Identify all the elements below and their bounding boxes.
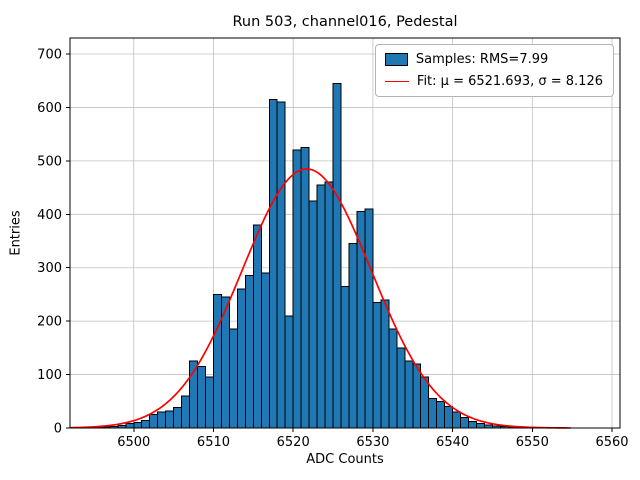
y-tick-label: 0 bbox=[54, 422, 62, 437]
histogram-bar bbox=[292, 149, 302, 429]
histogram-bar bbox=[252, 224, 262, 429]
legend-entry-fit: Fit: μ = 6521.693, σ = 8.126 bbox=[384, 74, 603, 89]
x-tick-label: 6510 bbox=[197, 435, 230, 450]
histogram-bar bbox=[276, 101, 286, 429]
histogram-bar bbox=[396, 347, 406, 429]
histogram-bar bbox=[228, 328, 238, 429]
y-tick-label: 500 bbox=[37, 154, 62, 169]
histogram-bar bbox=[348, 243, 358, 429]
y-tick-label: 100 bbox=[37, 368, 62, 383]
histogram-bar bbox=[141, 420, 151, 429]
histogram-bar bbox=[332, 82, 342, 429]
histogram-bar bbox=[181, 395, 191, 429]
histogram-bar bbox=[165, 410, 175, 429]
legend-samples-label: Samples: RMS=7.99 bbox=[415, 52, 549, 67]
legend: Samples: RMS=7.99 Fit: μ = 6521.693, σ =… bbox=[374, 44, 614, 97]
x-tick-label: 6530 bbox=[356, 435, 389, 450]
x-tick-label: 6500 bbox=[117, 435, 150, 450]
histogram-bar bbox=[157, 411, 167, 429]
histogram-bar bbox=[197, 366, 207, 429]
x-tick-label: 6540 bbox=[436, 435, 469, 450]
y-tick-label: 600 bbox=[37, 101, 62, 116]
histogram-bar bbox=[372, 301, 382, 429]
histogram-bar bbox=[212, 293, 222, 429]
histogram-bar bbox=[284, 315, 294, 429]
chart-title: Run 503, channel016, Pedestal bbox=[232, 14, 458, 30]
x-tick-label: 6560 bbox=[595, 435, 628, 450]
histogram-bar bbox=[268, 98, 278, 429]
histogram-bar bbox=[244, 275, 254, 429]
histogram-bar bbox=[324, 181, 334, 429]
histogram-bar bbox=[388, 328, 398, 429]
y-tick-label: 400 bbox=[37, 208, 62, 223]
histogram-bar bbox=[476, 423, 485, 429]
histogram-bar bbox=[412, 363, 422, 429]
histogram-bar bbox=[404, 360, 414, 429]
y-tick-label: 300 bbox=[37, 261, 62, 276]
histogram-bar bbox=[300, 147, 310, 429]
histogram-bar bbox=[149, 414, 159, 429]
x-tick-label: 6550 bbox=[516, 435, 549, 450]
histogram-bar bbox=[260, 272, 270, 429]
y-tick-label: 200 bbox=[37, 315, 62, 330]
histogram-bar bbox=[340, 285, 350, 429]
histogram-bar bbox=[444, 406, 454, 429]
axes-frame bbox=[69, 37, 621, 429]
x-axis-label: ADC Counts bbox=[306, 452, 384, 467]
histogram-bar bbox=[364, 208, 374, 429]
histogram-bar bbox=[316, 184, 326, 429]
legend-fit-label: Fit: μ = 6521.693, σ = 8.126 bbox=[416, 74, 603, 89]
histogram-bar bbox=[420, 376, 430, 429]
histogram-bar bbox=[125, 423, 135, 429]
histogram-bar bbox=[380, 299, 390, 429]
x-tick-label: 6520 bbox=[277, 435, 310, 450]
y-tick-label: 700 bbox=[37, 48, 62, 63]
histogram-bar bbox=[236, 288, 246, 429]
histogram-bar bbox=[428, 398, 438, 429]
fit-line-swatch-icon bbox=[384, 81, 409, 82]
histogram-swatch-icon bbox=[384, 53, 408, 66]
y-axis-label: Entries bbox=[8, 210, 24, 256]
histogram-bar bbox=[173, 407, 183, 429]
histogram-bar bbox=[460, 416, 470, 429]
gaussian-fit-curve bbox=[69, 168, 571, 429]
histogram-bar bbox=[452, 411, 462, 429]
legend-entry-samples: Samples: RMS=7.99 bbox=[384, 52, 603, 67]
histogram-bar bbox=[133, 422, 143, 429]
histogram-bar bbox=[308, 200, 318, 429]
histogram-bar bbox=[436, 400, 446, 429]
histogram-bar bbox=[205, 376, 214, 429]
histogram-bar bbox=[468, 421, 478, 429]
